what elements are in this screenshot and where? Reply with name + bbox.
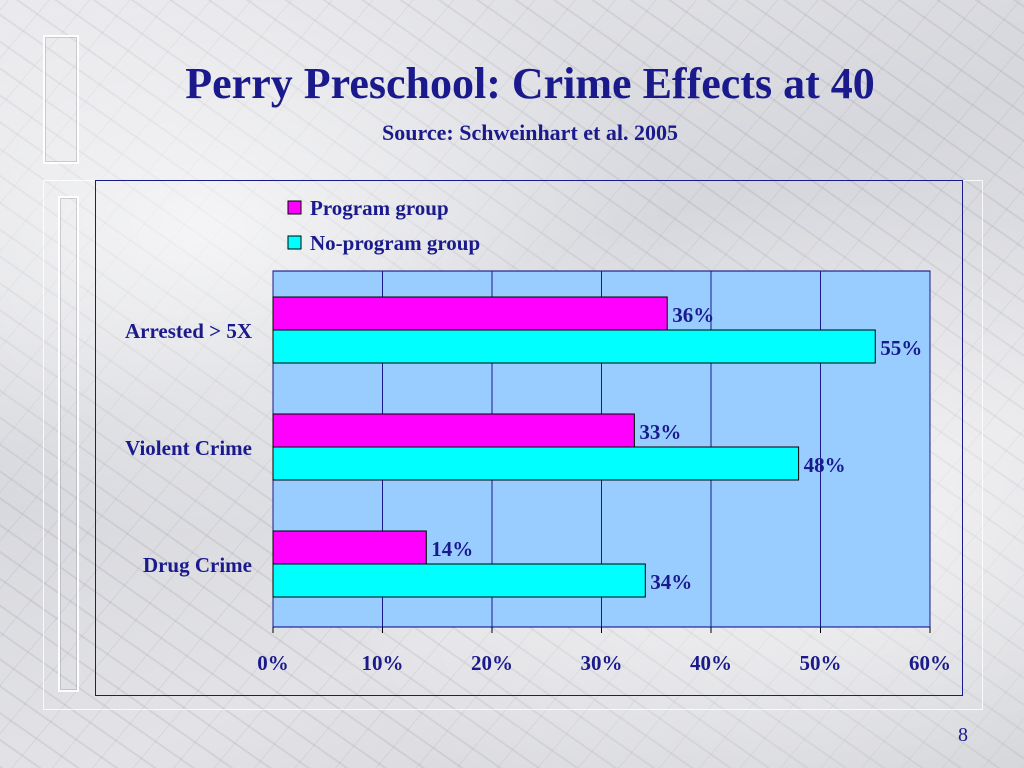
x-tick-label-10: 10% [362, 651, 404, 675]
bar-no-program-1 [272, 446, 800, 481]
chart-legend: Program group No-program group [287, 196, 480, 255]
data-label-no-program-1: 48% [804, 453, 846, 477]
data-label-program-0: 36% [672, 303, 714, 327]
chart-frame [95, 180, 963, 696]
legend-swatch-program [287, 200, 302, 215]
legend-swatch-no-program [287, 235, 302, 250]
bar-program-2 [272, 530, 427, 565]
page-number: 8 [958, 724, 968, 746]
x-tick-label-50: 50% [800, 651, 842, 675]
x-tick-label-40: 40% [690, 651, 732, 675]
bar-no-program-2 [272, 563, 646, 598]
data-label-no-program-2: 34% [650, 570, 692, 594]
category-label-1: Violent Crime [125, 436, 252, 460]
data-label-no-program-0: 55% [880, 336, 922, 360]
slide-frame-decoration-side [58, 196, 79, 692]
x-tick-label-60: 60% [909, 651, 951, 675]
category-label-2: Drug Crime [143, 553, 252, 577]
x-tick-label-0: 0% [257, 651, 289, 675]
x-tick-label-20: 20% [471, 651, 513, 675]
data-label-program-2: 14% [431, 537, 473, 561]
slide-title: Perry Preschool: Crime Effects at 40 [185, 59, 875, 108]
slide-subtitle: Source: Schweinhart et al. 2005 [382, 120, 678, 145]
legend-label-program: Program group [310, 196, 449, 220]
slide-frame-decoration-top [43, 35, 79, 164]
bar-program-1 [272, 413, 635, 448]
legend-label-no-program: No-program group [310, 231, 480, 255]
bar-program-0 [272, 296, 668, 331]
x-tick-label-30: 30% [581, 651, 623, 675]
data-label-program-1: 33% [639, 420, 681, 444]
category-label-0: Arrested > 5X [125, 319, 252, 343]
bar-no-program-0 [272, 329, 876, 364]
